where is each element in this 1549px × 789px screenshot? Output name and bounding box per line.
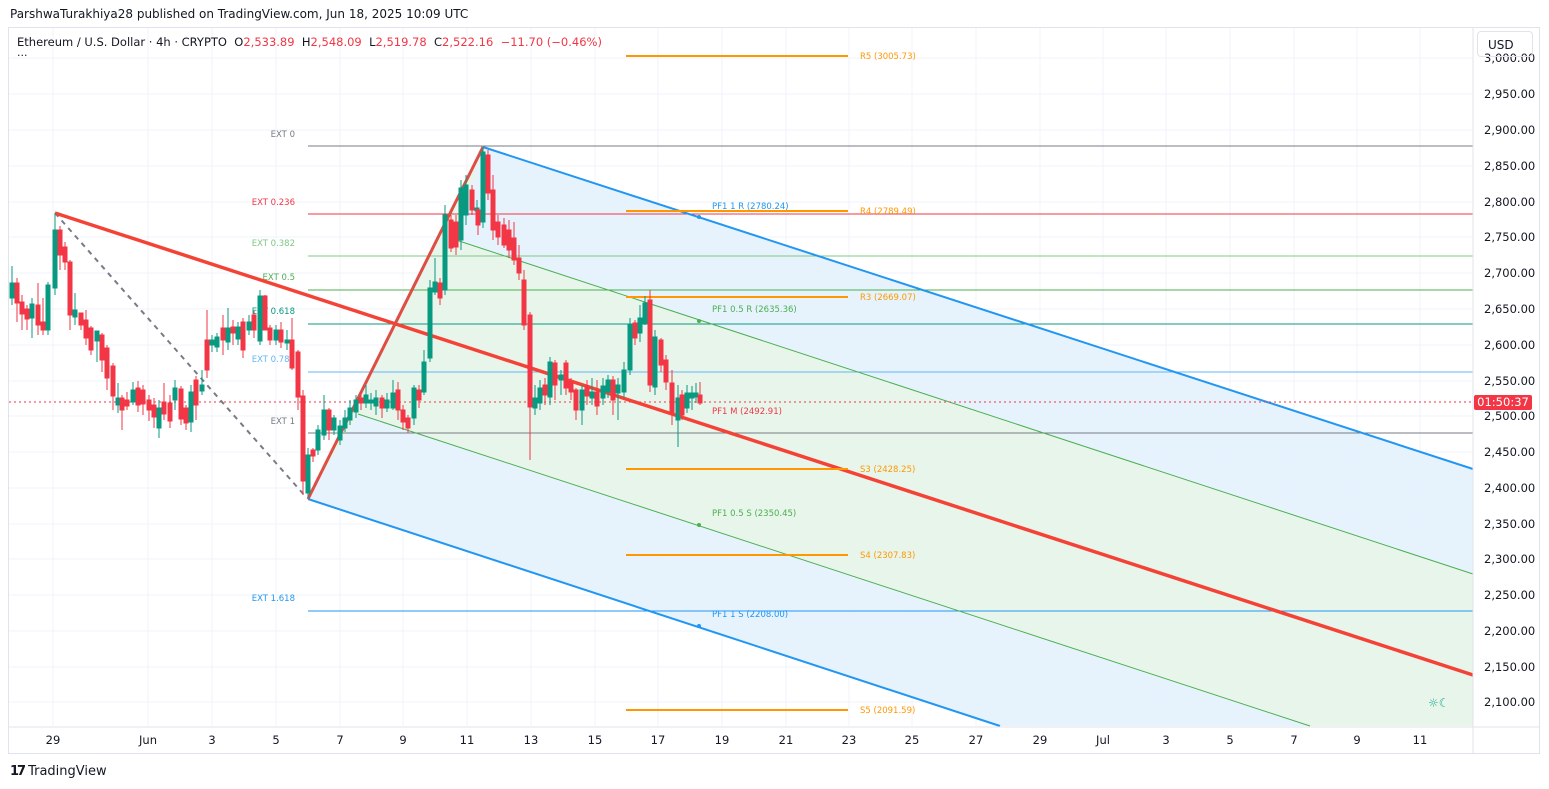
svg-text:5: 5 [272, 733, 279, 747]
svg-text:13: 13 [524, 733, 539, 747]
svg-text:19: 19 [715, 733, 730, 747]
svg-text:7: 7 [336, 733, 343, 747]
svg-text:15: 15 [588, 733, 603, 747]
pitchfork-labels: PF1 1 R (2780.24) PF1 0.5 R (2635.36) PF… [712, 202, 797, 620]
svg-text:9: 9 [1353, 733, 1360, 747]
svg-text:Jul: Jul [1095, 733, 1110, 747]
svg-text:3,000.00: 3,000.00 [1484, 51, 1535, 65]
svg-text:S5 (2091.59): S5 (2091.59) [860, 706, 915, 716]
time-axis[interactable]: 29 Jun 3 5 7 9 11 13 15 17 19 21 23 25 2… [46, 733, 1428, 747]
svg-text:PF1 0.5 R (2635.36): PF1 0.5 R (2635.36) [712, 305, 797, 315]
svg-text:EXT 0.382: EXT 0.382 [252, 239, 295, 249]
open-value: 2,533.89 [243, 35, 295, 49]
high-value: 2,548.09 [310, 35, 362, 49]
svg-text:2,700.00: 2,700.00 [1484, 266, 1535, 280]
svg-text:2,900.00: 2,900.00 [1484, 123, 1535, 137]
brand-name: TradingView [28, 764, 107, 779]
candles [9, 147, 703, 498]
svg-text:7: 7 [1290, 733, 1297, 747]
svg-text:29: 29 [46, 733, 61, 747]
svg-text:5: 5 [1226, 733, 1233, 747]
svg-text:R5 (3005.73): R5 (3005.73) [860, 52, 916, 62]
svg-text:2,750.00: 2,750.00 [1484, 230, 1535, 244]
change-value: −11.70 (−0.46%) [500, 35, 602, 49]
fib-extension-lines [308, 145, 1473, 612]
svg-text:2,300.00: 2,300.00 [1484, 552, 1535, 566]
svg-text:11: 11 [460, 733, 475, 747]
svg-text:2,400.00: 2,400.00 [1484, 481, 1535, 495]
currency-selector[interactable]: USD [1477, 31, 1533, 57]
svg-text:29: 29 [1033, 733, 1048, 747]
session-day-night-icon[interactable]: ☼☾ [1428, 696, 1450, 710]
svg-text:2,950.00: 2,950.00 [1484, 87, 1535, 101]
trend-dashed [54, 212, 307, 498]
svg-text:EXT 0: EXT 0 [271, 130, 295, 140]
more-options-icon[interactable]: ··· [17, 49, 28, 62]
svg-text:PF1 1 S (2208.00): PF1 1 S (2208.00) [712, 610, 788, 620]
svg-text:3: 3 [1162, 733, 1169, 747]
svg-text:27: 27 [969, 733, 984, 747]
publish-info: ParshwaTurakhiya28 published on TradingV… [10, 7, 469, 21]
pivot-lines [626, 55, 848, 711]
svg-text:EXT 0.236: EXT 0.236 [252, 198, 295, 208]
symbol-name: Ethereum / U.S. Dollar · 4h · CRYPTO [17, 35, 227, 49]
svg-text:PF1 0.5 S (2350.45): PF1 0.5 S (2350.45) [712, 509, 796, 519]
chart-frame [8, 27, 1540, 754]
pivot-labels: R5 (3005.73) R4 (2789.49) R3 (2669.07) S… [860, 52, 916, 716]
svg-text:2,850.00: 2,850.00 [1484, 159, 1535, 173]
svg-text:2,550.00: 2,550.00 [1484, 374, 1535, 388]
svg-text:2,450.00: 2,450.00 [1484, 445, 1535, 459]
svg-text:S3 (2428.25): S3 (2428.25) [860, 465, 915, 475]
svg-text:2,150.00: 2,150.00 [1484, 660, 1535, 674]
svg-text:2,100.00: 2,100.00 [1484, 695, 1535, 709]
svg-text:11: 11 [1413, 733, 1428, 747]
svg-text:17: 17 [651, 733, 666, 747]
svg-text:PF1 1 R (2780.24): PF1 1 R (2780.24) [712, 202, 789, 212]
tradingview-mark-icon: 17 [10, 764, 26, 779]
svg-text:23: 23 [842, 733, 857, 747]
svg-text:2,500.00: 2,500.00 [1484, 409, 1535, 423]
tradingview-logo[interactable]: 17 TradingView [10, 764, 107, 779]
low-value: 2,519.78 [375, 35, 427, 49]
svg-text:EXT 1.618: EXT 1.618 [252, 594, 295, 604]
svg-text:9: 9 [399, 733, 406, 747]
svg-text:Jun: Jun [138, 733, 157, 747]
svg-text:EXT 0.618: EXT 0.618 [252, 307, 295, 317]
svg-text:S4 (2307.83): S4 (2307.83) [860, 551, 915, 561]
pitchfork-fill [308, 147, 1473, 726]
symbol-legend[interactable]: Ethereum / U.S. Dollar · 4h · CRYPTO O2,… [17, 35, 602, 62]
svg-text:2,800.00: 2,800.00 [1484, 195, 1535, 209]
svg-text:2,250.00: 2,250.00 [1484, 588, 1535, 602]
svg-text:2,600.00: 2,600.00 [1484, 338, 1535, 352]
svg-text:21: 21 [779, 733, 794, 747]
svg-text:25: 25 [905, 733, 920, 747]
fib-extension-labels: EXT 0 EXT 0.236 EXT 0.382 EXT 0.5 EXT 0.… [252, 130, 295, 604]
svg-text:2,350.00: 2,350.00 [1484, 517, 1535, 531]
svg-text:R4 (2789.49): R4 (2789.49) [860, 207, 916, 217]
svg-text:R3 (2669.07): R3 (2669.07) [860, 293, 916, 303]
close-value: 2,522.16 [442, 35, 494, 49]
bar-countdown: 01:50:37 [1474, 395, 1532, 410]
svg-text:PF1 M (2492.91): PF1 M (2492.91) [712, 407, 782, 417]
svg-text:EXT 1: EXT 1 [271, 417, 295, 427]
svg-text:2,650.00: 2,650.00 [1484, 302, 1535, 316]
svg-text:3: 3 [208, 733, 215, 747]
price-axis[interactable]: 3,000.00 2,950.00 2,900.00 2,850.00 2,80… [1484, 51, 1535, 709]
svg-text:2,200.00: 2,200.00 [1484, 624, 1535, 638]
pitchfork-lines [54, 146, 1474, 727]
svg-text:EXT 0.786: EXT 0.786 [252, 355, 295, 365]
svg-text:EXT 0.5: EXT 0.5 [263, 273, 295, 283]
